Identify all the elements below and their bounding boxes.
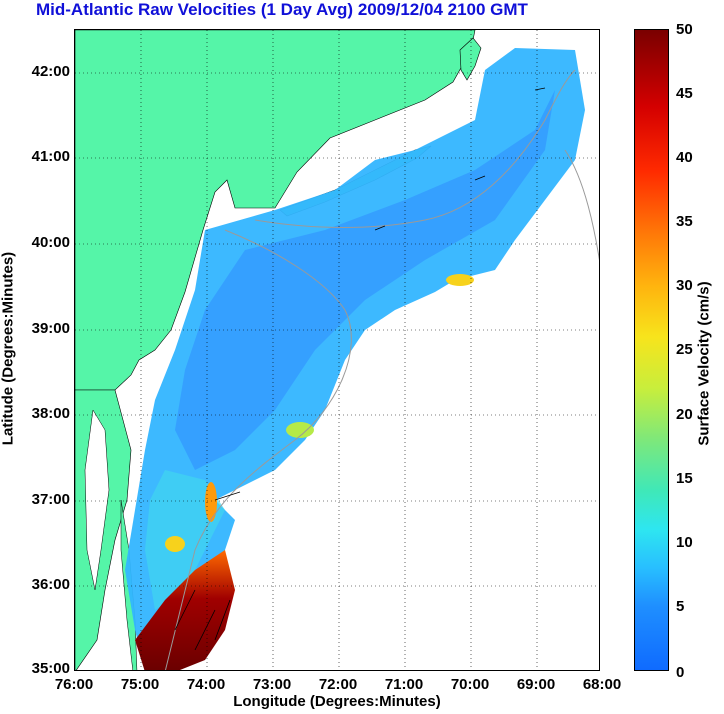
y-tick-label: 40:00 (31, 234, 70, 251)
x-tick-label: 70:00 (450, 676, 490, 693)
y-axis-title: Latitude (Degrees:Minutes) (0, 251, 17, 446)
colorbar-tick-label: 10 (676, 534, 693, 551)
x-tick-label: 76:00 (54, 676, 94, 693)
colorbar-tick-label: 50 (676, 21, 693, 38)
hotspot-d (286, 422, 314, 438)
x-tick-label: 72:00 (318, 676, 358, 693)
y-tick-label: 42:00 (31, 63, 70, 80)
colorbar-tick-label: 25 (676, 341, 693, 358)
map-canvas (75, 30, 599, 670)
y-tick-label: 38:00 (31, 405, 70, 422)
velocity-field-inner (175, 90, 555, 470)
velocity-field-light (145, 470, 225, 610)
x-tick-label: 71:00 (384, 676, 424, 693)
bathymetry-contour (564, 149, 599, 261)
land-northeast (75, 30, 476, 391)
velocity-map (74, 29, 600, 671)
colorbar-tick-label: 35 (676, 213, 693, 230)
colorbar-tick-label: 40 (676, 149, 693, 166)
x-tick-label: 73:00 (252, 676, 292, 693)
colorbar-tick-label: 15 (676, 470, 693, 487)
x-axis-title: Longitude (Degrees:Minutes) (233, 693, 441, 710)
x-tick-label: 69:00 (516, 676, 556, 693)
hotspot-b (205, 482, 217, 522)
bathymetry-contour (254, 69, 576, 228)
colorbar-tick-label: 30 (676, 277, 693, 294)
x-tick-label: 74:00 (186, 676, 226, 693)
colorbar (634, 29, 669, 671)
y-tick-label: 35:00 (31, 660, 70, 677)
bathymetry-contour (164, 229, 352, 670)
hotspot-a (165, 536, 185, 552)
map-title: Mid-Atlantic Raw Velocities (1 Day Avg) … (36, 0, 528, 19)
colorbar-tick-label: 20 (676, 406, 693, 423)
y-tick-label: 36:00 (31, 576, 70, 593)
y-tick-label: 41:00 (31, 148, 70, 165)
x-tick-label: 75:00 (120, 676, 160, 693)
hotspot-c (446, 274, 474, 286)
colorbar-tick-label: 0 (676, 664, 685, 681)
bay-chesapeake (84, 409, 110, 591)
land-cape-cod (459, 37, 482, 81)
y-tick-label: 39:00 (31, 320, 70, 337)
colorbar-tick-label: 45 (676, 85, 693, 102)
x-tick-label: 68:00 (582, 676, 622, 693)
colorbar-tick-label: 5 (676, 598, 685, 615)
velocity-vectors (174, 87, 546, 651)
colorbar-title: Surface Velocity (cm/s) (695, 281, 713, 446)
y-tick-label: 37:00 (31, 491, 70, 508)
